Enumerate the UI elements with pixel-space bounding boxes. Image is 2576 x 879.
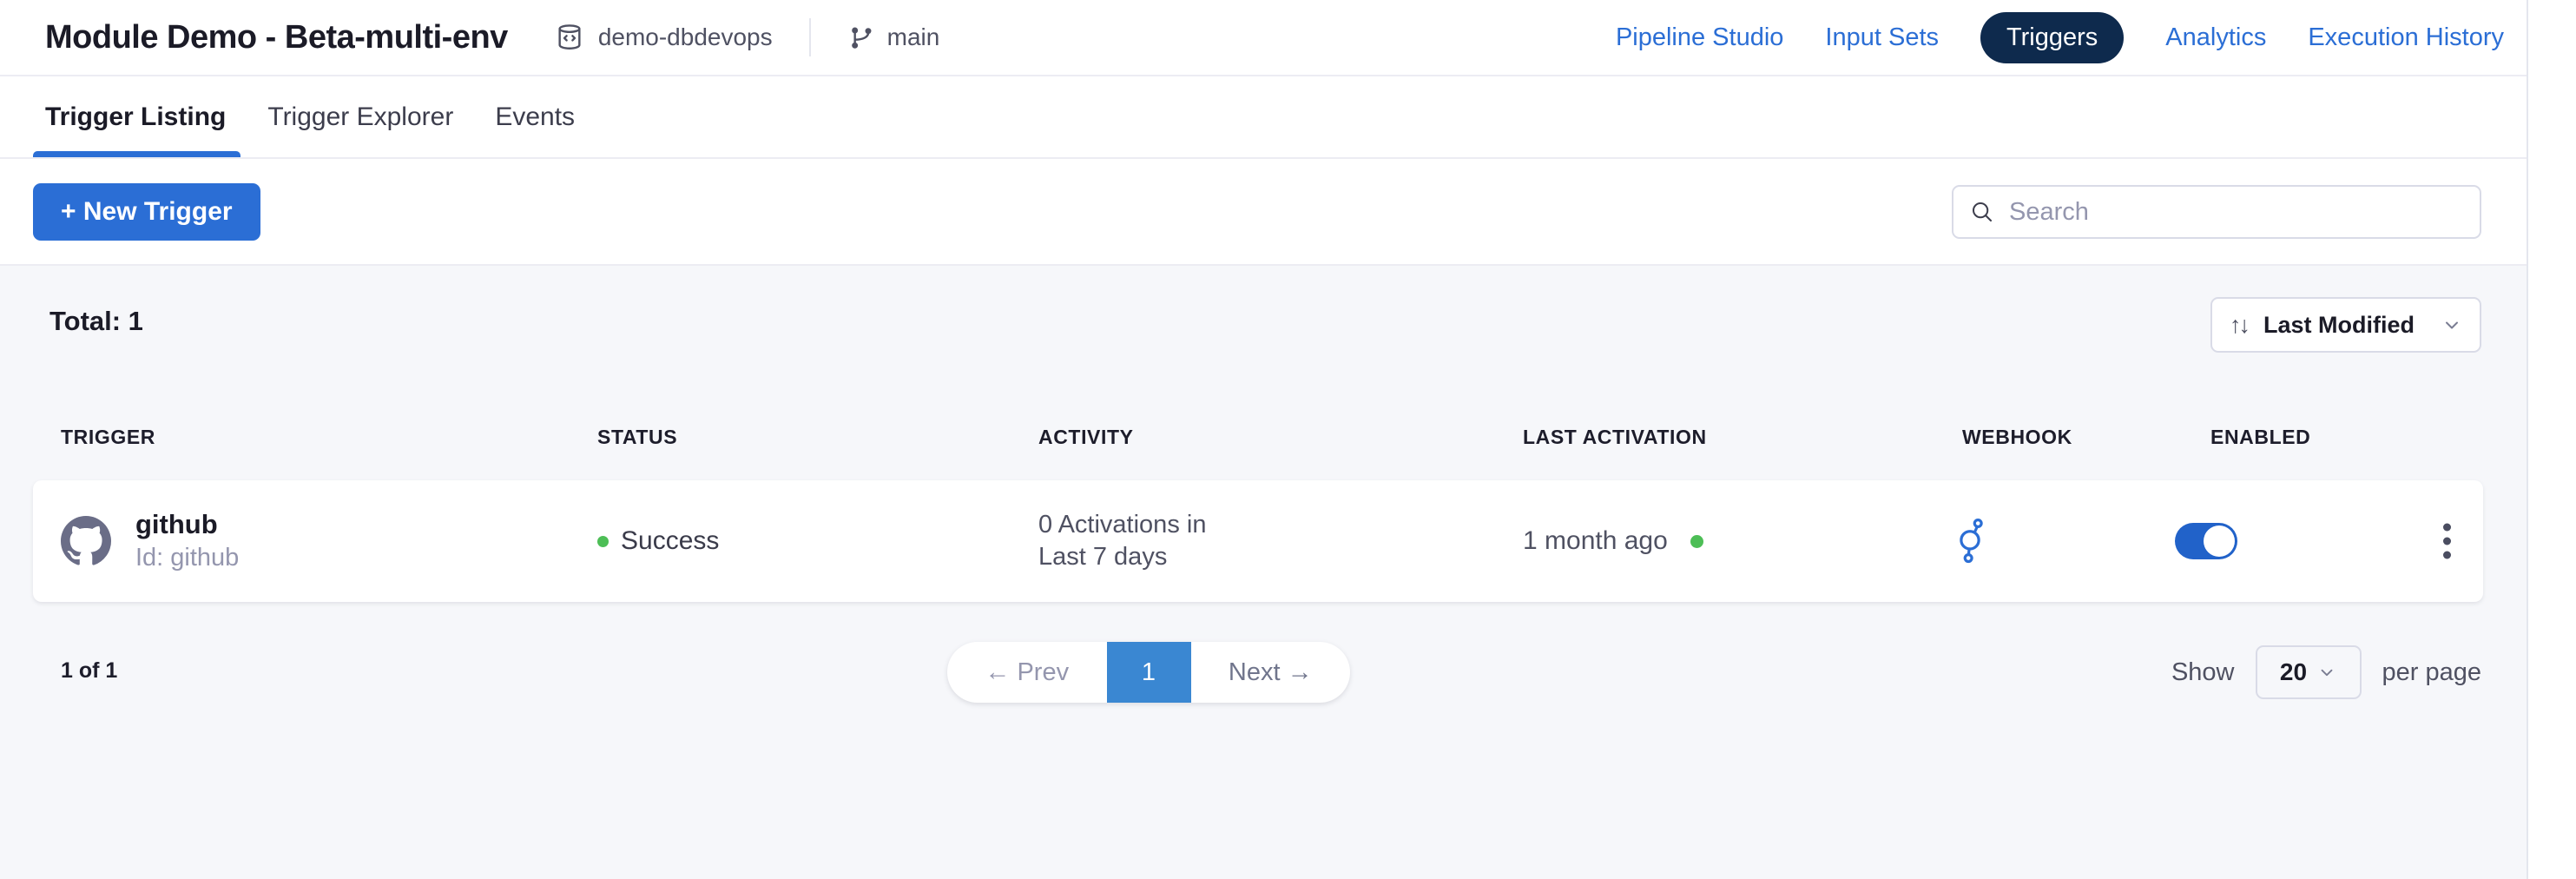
branch-icon [851, 27, 872, 49]
branch-name: main [886, 23, 940, 50]
nav-execution-history[interactable]: Execution History [2308, 23, 2504, 51]
repository-icon [558, 24, 581, 50]
pipeline-title: Module Demo - Beta-multi-env [45, 18, 508, 56]
prev-page-button[interactable]: ← Prev [947, 642, 1107, 703]
tab-events[interactable]: Events [495, 76, 575, 157]
trigger-cell: github Id: github [61, 508, 239, 574]
nav-triggers[interactable]: Triggers [1980, 11, 2125, 63]
row-menu-button[interactable] [2443, 523, 2451, 559]
trigger-id: Id: github [135, 544, 240, 572]
webhook-icon[interactable] [1950, 516, 1990, 566]
tab-label: Trigger Explorer [267, 102, 454, 131]
header-divider [808, 18, 811, 56]
search-icon [1973, 202, 1992, 221]
page-size-value: 20 [2279, 658, 2308, 685]
new-trigger-button[interactable]: + New Trigger [33, 183, 260, 241]
column-last-activation: LAST ACTIVATION [1523, 426, 1707, 448]
tab-bar: Trigger Listing Trigger Explorer Events [0, 76, 2527, 159]
content-area: Total: 1 ↑↓ Last Modified TRIGGER STATUS… [0, 266, 2527, 879]
toolbar: + New Trigger [0, 159, 2527, 266]
sort-icon: ↑↓ [2230, 311, 2250, 338]
nav-pipeline-studio[interactable]: Pipeline Studio [1615, 23, 1784, 51]
enabled-toggle[interactable] [2175, 523, 2237, 559]
chevron-down-icon [2446, 321, 2458, 329]
trigger-name: github [135, 509, 218, 539]
git-branch-chip: main [847, 23, 940, 51]
show-label: Show [2171, 658, 2235, 686]
page-size-select[interactable]: 20 [2255, 645, 2362, 699]
activity-cell: 0 Activations in Last 7 days [1038, 509, 1206, 573]
sort-dropdown[interactable]: ↑↓ Last Modified [2210, 297, 2481, 353]
activity-line2: Last 7 days [1038, 543, 1168, 571]
page-1-button[interactable]: 1 [1106, 642, 1191, 703]
code-repo-chip: demo-dbdevops [555, 23, 773, 52]
pagination-range: 1 of 1 [61, 658, 118, 683]
enabled-cell [2175, 523, 2237, 559]
tab-trigger-listing[interactable]: Trigger Listing [32, 76, 241, 157]
webhook-cell [1950, 516, 1990, 566]
trigger-row[interactable]: github Id: github Success 0 Activations … [33, 480, 2483, 602]
kebab-dot-icon [2443, 523, 2451, 532]
github-icon [61, 516, 111, 565]
activation-status-dot-icon [1690, 534, 1703, 548]
per-page-label: per page [2382, 658, 2482, 686]
search-box[interactable] [1952, 185, 2481, 239]
column-activity: ACTIVITY [1038, 426, 1134, 448]
search-input[interactable] [2009, 197, 2464, 227]
column-status: STATUS [597, 426, 678, 448]
status-text: Success [621, 526, 720, 555]
pager: ← Prev 1 Next → [947, 642, 1350, 703]
nav-analytics[interactable]: Analytics [2165, 23, 2267, 51]
toggle-knob [2204, 525, 2235, 557]
activity-line1: 0 Activations in [1038, 511, 1207, 539]
tab-label: Events [495, 102, 576, 131]
repo-name: demo-dbdevops [597, 23, 773, 50]
tab-label: Trigger Listing [45, 102, 227, 131]
total-count: Total: 1 [49, 306, 143, 336]
status-cell: Success [597, 526, 719, 556]
nav-input-sets[interactable]: Input Sets [1825, 23, 1940, 51]
column-trigger: TRIGGER [61, 426, 155, 448]
chevron-down-icon [2321, 669, 2333, 677]
column-webhook: WEBHOOK [1962, 426, 2072, 448]
trigger-name-block: github Id: github [135, 508, 239, 574]
next-page-button[interactable]: Next → [1191, 642, 1351, 703]
tab-trigger-explorer[interactable]: Trigger Explorer [267, 76, 453, 157]
page-header: Module Demo - Beta-multi-env demo-dbdevo… [0, 0, 2527, 76]
right-gutter [2528, 0, 2576, 879]
last-activation-cell: 1 month ago [1523, 526, 1703, 556]
column-enabled: ENABLED [2210, 426, 2311, 448]
table-header: TRIGGER STATUS ACTIVITY LAST ACTIVATION … [0, 426, 2527, 452]
module-nav: Pipeline Studio Input Sets Triggers Anal… [1615, 11, 2504, 63]
last-activation-text: 1 month ago [1523, 526, 1668, 555]
kebab-dot-icon [2443, 537, 2451, 545]
status-dot-icon [597, 535, 609, 547]
kebab-dot-icon [2443, 551, 2451, 559]
page-size-control: Show 20 per page [2171, 642, 2481, 703]
sort-label: Last Modified [2263, 311, 2415, 338]
